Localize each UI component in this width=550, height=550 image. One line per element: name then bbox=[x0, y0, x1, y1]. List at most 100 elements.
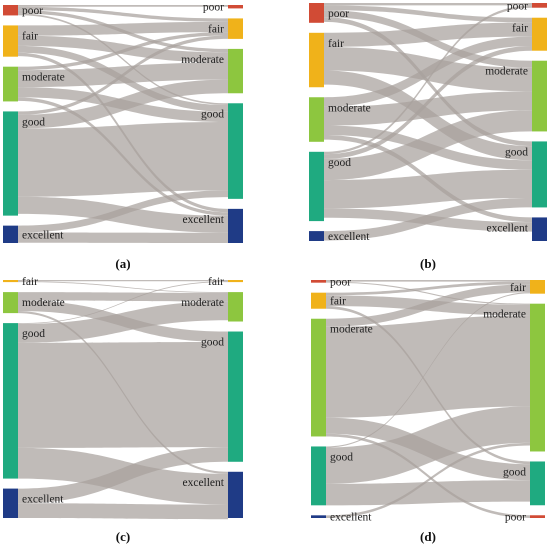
sankey-panel-c: fair moderate good excellent fair moderate goo… bbox=[3, 276, 243, 544]
left-node-label-excellent: excellent bbox=[330, 512, 372, 524]
right-node-label-fair: fair bbox=[510, 282, 526, 294]
flows bbox=[324, 3, 532, 241]
flow-moderate-to-moderate bbox=[18, 292, 228, 302]
nodes: poor fair moderate good excellent fair moderat… bbox=[311, 276, 545, 524]
left-node-fair bbox=[309, 32, 324, 88]
left-node-label-excellent: excellent bbox=[22, 494, 64, 506]
left-node-label-fair: fair bbox=[22, 276, 38, 288]
left-node-label-poor: poor bbox=[330, 276, 351, 288]
left-node-label-moderate: moderate bbox=[330, 324, 373, 336]
left-node-poor bbox=[309, 3, 324, 23]
left-node-label-excellent: excellent bbox=[328, 231, 370, 243]
flows bbox=[18, 5, 228, 243]
left-node-excellent bbox=[311, 515, 326, 518]
right-node-good bbox=[228, 331, 243, 462]
nodes: poor fair moderate good excellent poor fair mod… bbox=[3, 2, 243, 243]
nodes: fair moderate good excellent fair moderate goo… bbox=[3, 276, 243, 518]
left-node-excellent bbox=[3, 488, 18, 518]
right-node-poor bbox=[532, 3, 547, 8]
right-node-moderate bbox=[530, 303, 545, 452]
left-node-good bbox=[309, 151, 324, 222]
flow-moderate-to-fair bbox=[324, 36, 532, 107]
left-node-label-good: good bbox=[22, 116, 45, 128]
flow-good-to-moderate bbox=[18, 301, 228, 343]
flow-poor-to-good bbox=[18, 13, 228, 105]
left-node-fair bbox=[3, 25, 18, 57]
right-node-fair bbox=[532, 17, 547, 51]
right-node-label-poor: poor bbox=[203, 2, 224, 14]
nodes: poor fair moderate good excellent poor fair mod… bbox=[309, 0, 547, 243]
right-node-label-moderate: moderate bbox=[181, 54, 224, 66]
flows bbox=[326, 280, 530, 518]
flow-fair-to-fair bbox=[18, 21, 228, 36]
right-node-moderate bbox=[228, 292, 243, 322]
flow-poor-to-poor bbox=[18, 5, 228, 7]
left-node-excellent bbox=[3, 225, 18, 243]
flow-good-to-fair bbox=[18, 35, 228, 115]
left-node-label-moderate: moderate bbox=[22, 297, 65, 309]
flow-fair-to-fair bbox=[324, 22, 532, 47]
right-node-fair bbox=[228, 280, 243, 283]
left-node-label-fair: fair bbox=[330, 296, 346, 308]
flow-moderate-to-moderate bbox=[324, 91, 532, 126]
flow-excellent-to-good bbox=[18, 447, 228, 504]
right-node-good bbox=[228, 103, 243, 199]
right-node-label-excellent: excellent bbox=[182, 477, 224, 489]
left-node-label-poor: poor bbox=[22, 5, 43, 17]
left-node-fair bbox=[311, 292, 326, 309]
flows bbox=[18, 280, 228, 520]
right-node-label-good: good bbox=[201, 108, 224, 120]
left-node-label-fair: fair bbox=[328, 38, 344, 50]
right-node-label-excellent: excellent bbox=[182, 214, 224, 226]
flow-fair-to-fair bbox=[326, 281, 530, 296]
right-node-moderate bbox=[228, 48, 243, 94]
flow-poor-to-fair bbox=[324, 5, 532, 23]
right-node-moderate bbox=[532, 60, 547, 132]
left-node-label-moderate: moderate bbox=[22, 72, 65, 84]
flow-poor-to-poor bbox=[324, 3, 532, 6]
right-node-label-good: good bbox=[503, 466, 526, 478]
flow-good-to-moderate bbox=[18, 79, 228, 129]
right-node-fair bbox=[530, 280, 545, 294]
left-node-label-good: good bbox=[328, 157, 351, 169]
left-node-excellent bbox=[309, 231, 324, 241]
flow-good-to-good bbox=[18, 342, 228, 448]
right-node-label-fair: fair bbox=[512, 23, 528, 35]
left-node-moderate bbox=[309, 97, 324, 142]
right-node-label-moderate: moderate bbox=[485, 66, 528, 78]
flow-fair-to-fair bbox=[18, 280, 228, 282]
panel-label: (b) bbox=[420, 256, 436, 271]
flow-excellent-to-excellent bbox=[18, 232, 228, 243]
left-node-good bbox=[3, 111, 18, 216]
sankey-panel-d: poor fair moderate good excellent fair moderat… bbox=[311, 276, 545, 544]
right-node-label-fair: fair bbox=[208, 276, 224, 288]
left-node-label-good: good bbox=[22, 328, 45, 340]
right-node-label-fair: fair bbox=[208, 23, 224, 35]
panel-label: (a) bbox=[115, 256, 130, 271]
flow-good-to-good bbox=[326, 480, 530, 506]
right-node-label-moderate: moderate bbox=[483, 309, 526, 321]
flow-good-to-fair bbox=[18, 281, 228, 324]
left-node-label-excellent: excellent bbox=[22, 229, 64, 241]
left-node-moderate bbox=[3, 66, 18, 102]
left-node-label-moderate: moderate bbox=[328, 102, 371, 114]
right-node-fair bbox=[228, 18, 243, 39]
right-node-good bbox=[530, 461, 545, 506]
sankey-panel-b: poor fair moderate good excellent poor fair mod… bbox=[309, 0, 547, 271]
flow-moderate-to-moderate bbox=[326, 315, 530, 418]
flow-good-to-good bbox=[18, 122, 228, 197]
right-node-label-good: good bbox=[505, 146, 528, 158]
right-node-poor bbox=[530, 515, 545, 518]
right-node-label-poor: poor bbox=[507, 0, 528, 12]
flow-poor-to-moderate bbox=[326, 281, 530, 305]
flow-excellent-to-good bbox=[324, 198, 532, 241]
right-node-label-moderate: moderate bbox=[181, 297, 224, 309]
flow-moderate-to-poor bbox=[326, 433, 530, 518]
panel-label: (d) bbox=[420, 529, 436, 544]
right-node-good bbox=[532, 141, 547, 208]
left-node-poor bbox=[3, 5, 18, 16]
flow-poor-to-fair bbox=[326, 280, 530, 282]
flow-good-to-good bbox=[324, 169, 532, 209]
flow-excellent-to-good bbox=[18, 190, 228, 233]
